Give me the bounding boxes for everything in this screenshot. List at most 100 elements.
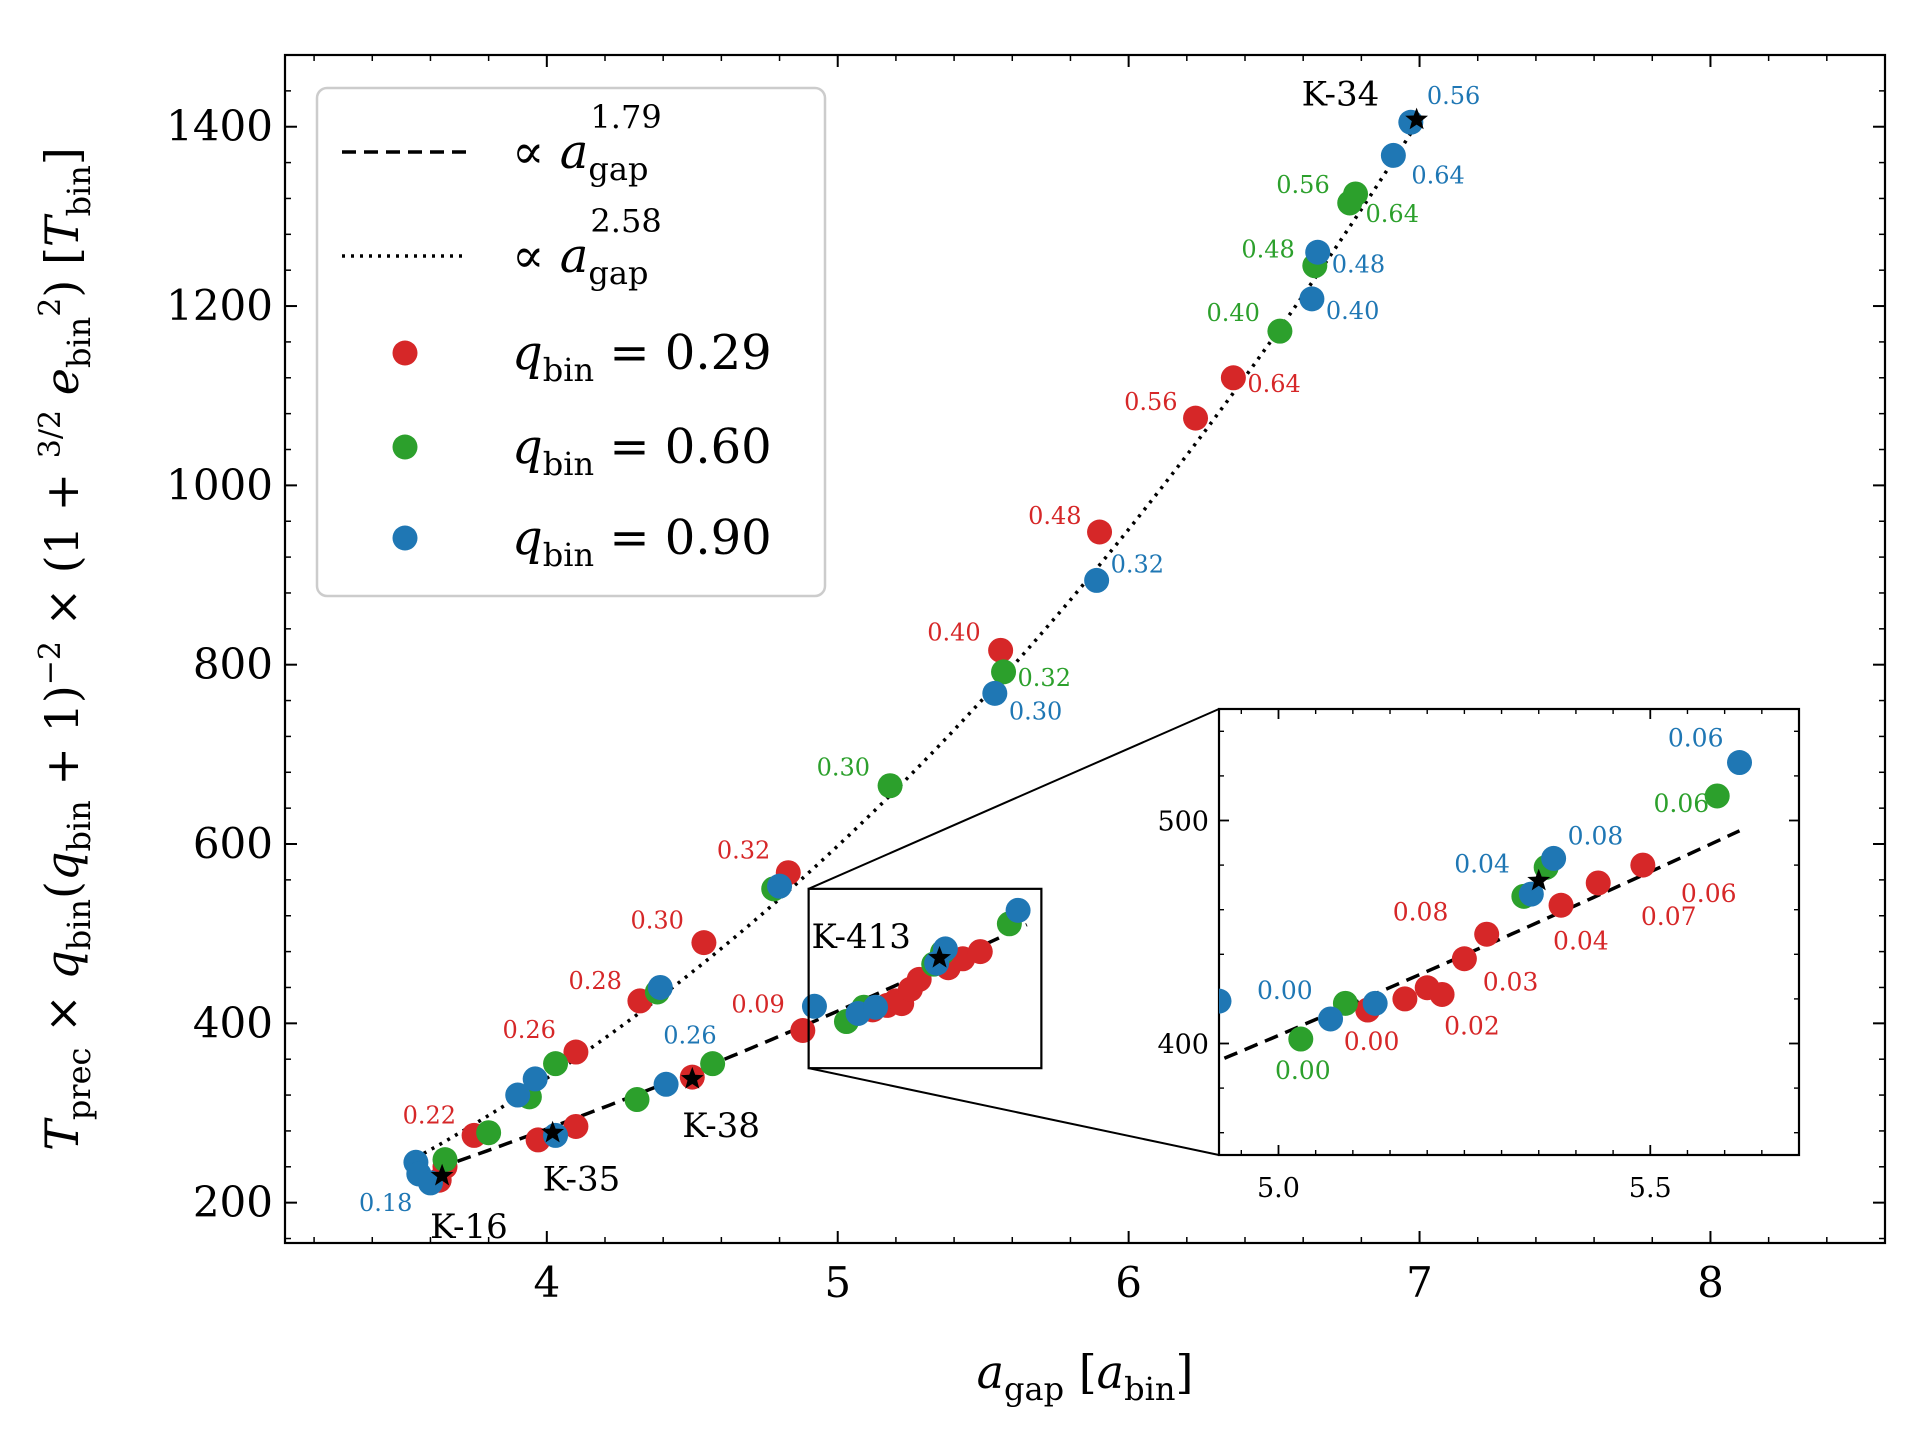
zoom-connector-line — [808, 708, 1220, 890]
inset-x-tick-label: 5.0 — [1257, 1173, 1300, 1204]
legend-swatch-blue — [392, 525, 418, 551]
inset-value-annotation: 0.00 — [1275, 1056, 1331, 1085]
y-tick-label: 1200 — [166, 281, 273, 330]
system-marker — [541, 1120, 564, 1143]
system-label: K-34 — [1302, 75, 1380, 115]
value-annotation: 0.48 — [1241, 236, 1294, 264]
inset-data-point-red — [1548, 892, 1574, 918]
data-point-red — [1087, 519, 1113, 545]
inset-data-point-blue — [1362, 990, 1388, 1016]
value-annotation: 0.30 — [1009, 697, 1062, 725]
legend-label: qbin = 0.90 — [512, 510, 772, 574]
value-annotation: 0.56 — [1427, 82, 1480, 110]
value-annotation: 0.64 — [1411, 161, 1464, 189]
data-point-green — [877, 773, 903, 799]
data-point-red — [563, 1039, 589, 1065]
inset-x-tick-label: 5.5 — [1629, 1173, 1672, 1204]
inset-y-tick-label: 400 — [1157, 1030, 1209, 1061]
data-point-red — [988, 637, 1014, 663]
inset-value-annotation: 0.08 — [1393, 897, 1449, 926]
inset-value-annotation: 0.02 — [1444, 1011, 1500, 1040]
value-annotation: 0.64 — [1247, 370, 1300, 398]
legend: ∝ agap1.79 ∝ agap2.58 qbin = 0.29 qbin = 0.… — [315, 86, 827, 598]
data-point-blue — [863, 994, 889, 1020]
inset-system-marker — [1527, 868, 1551, 891]
data-point-green — [1343, 181, 1369, 207]
zoom-connector-line — [808, 1067, 1220, 1156]
data-point-red — [967, 939, 993, 965]
main-data-layer — [403, 107, 1428, 1196]
y-tick-label: 400 — [193, 998, 273, 1047]
inset-data-layer — [1219, 750, 1753, 1063]
inset-data-point-blue — [1541, 845, 1567, 871]
value-annotation: 0.40 — [1326, 297, 1379, 325]
x-tick-label: 4 — [533, 1258, 560, 1307]
y-tick-label: 1400 — [166, 102, 273, 151]
legend-swatch-red — [392, 340, 418, 366]
data-point-blue — [1084, 567, 1110, 593]
x-tick-label: 5 — [824, 1258, 851, 1307]
data-point-red — [563, 1113, 589, 1139]
inset-value-annotation: 0.08 — [1568, 821, 1624, 850]
data-point-green — [1267, 318, 1293, 344]
value-annotation: 0.48 — [1028, 502, 1081, 530]
system-label: K-35 — [543, 1160, 621, 1200]
data-point-red — [1220, 365, 1246, 391]
main-plot-area: 4 5 6 7 8 200 400 600 800 1000 1200 1400 agap [abin]… — [33, 53, 1887, 1408]
system-marker — [430, 1163, 454, 1186]
inset-plot-area: 5.0 5.54005000.000.000.000.020.030.040.08… — [808, 707, 1801, 1204]
system-marker — [928, 945, 951, 968]
legend-box — [315, 86, 827, 598]
inset-value-annotation: 0.06 — [1681, 879, 1737, 908]
data-point-blue — [653, 1071, 679, 1097]
inset-value-annotation: 0.07 — [1641, 902, 1697, 931]
inset-data-point-red — [1474, 921, 1500, 947]
system-label: K-38 — [682, 1106, 760, 1146]
data-point-red — [1183, 405, 1209, 431]
inset-data-point-green — [1332, 990, 1358, 1016]
value-annotation: 0.09 — [731, 991, 784, 1019]
system-label: K-16 — [430, 1207, 508, 1247]
value-annotation: 0.48 — [1332, 250, 1385, 278]
inset-frame — [1217, 707, 1801, 1157]
inset-data-point-red — [1585, 870, 1611, 896]
data-point-green — [991, 659, 1017, 685]
value-annotation: 0.26 — [663, 1021, 716, 1049]
inset-value-annotation: 0.00 — [1257, 976, 1313, 1005]
data-point-green — [543, 1051, 569, 1077]
data-point-green — [432, 1147, 458, 1173]
x-axis-label: agap [abin] — [977, 1345, 1194, 1408]
value-annotation: 0.56 — [1124, 388, 1177, 416]
value-annotation: 0.30 — [817, 754, 870, 782]
data-point-blue — [647, 974, 673, 1000]
inset-y-tick-label: 500 — [1157, 807, 1209, 838]
value-annotation: 0.28 — [568, 967, 621, 995]
inset-value-annotation: 0.04 — [1454, 849, 1510, 878]
value-annotation: 0.32 — [1018, 664, 1071, 692]
value-annotation: 0.26 — [502, 1016, 555, 1044]
inset-data-point-red — [1429, 981, 1455, 1007]
inset-data-point-blue — [1318, 1006, 1344, 1032]
data-point-red — [691, 930, 717, 956]
data-point-blue — [1005, 897, 1031, 923]
value-annotation: 0.40 — [1206, 299, 1259, 327]
value-annotation: 0.40 — [927, 618, 980, 646]
inset-value-annotation: 0.06 — [1668, 724, 1724, 753]
y-tick-label: 600 — [193, 819, 273, 868]
legend-label: ∝ agap2.58 — [512, 202, 662, 292]
inset-data-point-red — [1630, 852, 1656, 878]
data-point-blue — [1299, 286, 1325, 312]
data-point-blue — [1380, 142, 1406, 168]
inset-data-point-red — [1451, 946, 1477, 972]
x-tick-label: 7 — [1406, 1258, 1433, 1307]
data-point-blue — [767, 873, 793, 899]
inset-data-point-blue — [1518, 881, 1544, 907]
inset-value-annotation: 0.04 — [1553, 926, 1609, 955]
y-tick-label: 800 — [193, 640, 273, 689]
x-tick-label: 6 — [1115, 1258, 1142, 1307]
value-annotation: 0.56 — [1276, 171, 1329, 199]
data-point-blue — [982, 680, 1008, 706]
y-tick-label: 200 — [193, 1178, 273, 1227]
x-tick-label: 8 — [1697, 1258, 1724, 1307]
